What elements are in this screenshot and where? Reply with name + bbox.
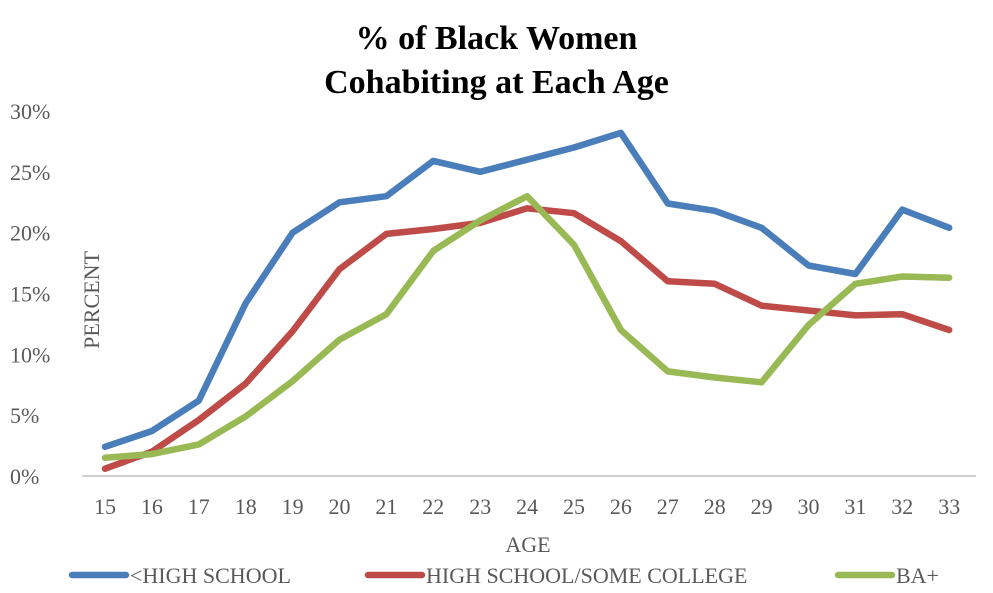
x-tick-label: 15 (94, 494, 116, 519)
y-tick-label: 15% (10, 282, 50, 307)
x-tick-label: 23 (469, 494, 491, 519)
y-tick-label: 20% (10, 221, 50, 246)
x-tick-label: 16 (141, 494, 163, 519)
y-tick-label: 5% (10, 403, 39, 428)
x-tick-label: 27 (657, 494, 679, 519)
x-tick-label: 28 (704, 494, 726, 519)
x-tick-label: 21 (375, 494, 397, 519)
x-tick-label: 33 (938, 494, 960, 519)
x-tick-label: 17 (188, 494, 210, 519)
x-axis-title: AGE (505, 532, 550, 557)
x-tick-label: 22 (422, 494, 444, 519)
x-tick-label: 26 (610, 494, 632, 519)
series-line-3 (101, 192, 953, 462)
y-tick-label: 25% (10, 160, 50, 185)
legend-label-2: HIGH SCHOOL/SOME COLLEGE (426, 563, 747, 588)
legend-label-3: BA+ (896, 563, 939, 588)
y-tick-label: 30% (10, 99, 50, 124)
x-tick-label: 32 (891, 494, 913, 519)
x-tick-label: 29 (751, 494, 773, 519)
legend-label-1: <HIGH SCHOOL (130, 563, 291, 588)
series-line-1 (101, 129, 953, 451)
x-tick-label: 18 (235, 494, 257, 519)
y-tick-label: 10% (10, 342, 50, 367)
chart-title-line-2: Cohabiting at Each Age (324, 64, 669, 101)
x-tick-label: 25 (563, 494, 585, 519)
x-tick-label: 30 (798, 494, 820, 519)
x-tick-label: 31 (844, 494, 866, 519)
x-tick-label: 20 (329, 494, 351, 519)
x-tick-label: 24 (516, 494, 538, 519)
y-tick-label: 0% (10, 464, 39, 489)
series-line-2 (101, 205, 953, 472)
y-axis-title: PERCENT (79, 251, 104, 349)
x-tick-label: 19 (282, 494, 304, 519)
chart-title-line-1: % of Black Women (355, 20, 638, 57)
